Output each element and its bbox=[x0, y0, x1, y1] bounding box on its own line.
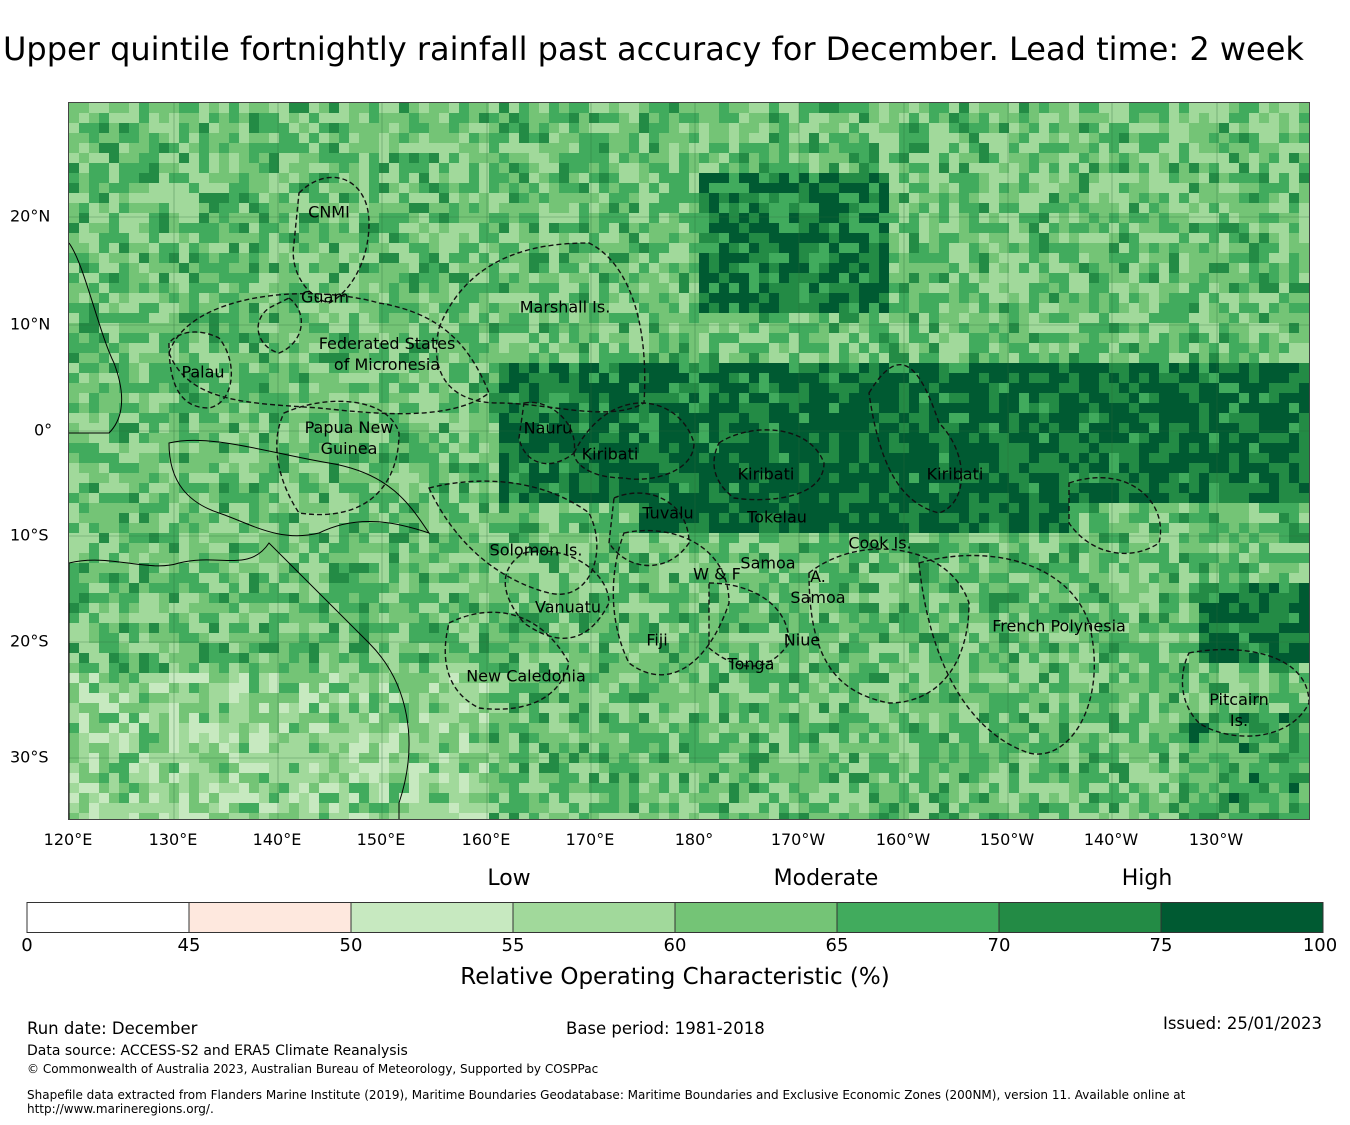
x-tick-150w: 150°W bbox=[979, 830, 1035, 849]
x-tick-130e: 130°E bbox=[148, 830, 198, 849]
x-tick-160w: 160°W bbox=[875, 830, 931, 849]
region-label-wf: W & F bbox=[693, 564, 741, 584]
x-tick-160e: 160°E bbox=[461, 830, 511, 849]
region-label-tuvalu: Tuvalu bbox=[642, 503, 694, 523]
y-tick-20n: 20°N bbox=[10, 206, 51, 226]
eez-boundary bbox=[608, 492, 690, 567]
eez-boundary bbox=[444, 611, 570, 710]
coastline bbox=[69, 542, 410, 819]
region-label-guam: Guam bbox=[301, 287, 349, 307]
colorbar-cell bbox=[674, 902, 838, 933]
region-label-kiribati-e: Kiribati bbox=[926, 464, 984, 484]
colorbar-band-moderate: Moderate bbox=[773, 866, 879, 891]
x-tick-130w: 130°W bbox=[1188, 830, 1244, 849]
region-label-newcaledonia: New Caledonia bbox=[466, 666, 586, 686]
colorbar-tick-100: 100 bbox=[1302, 935, 1338, 956]
region-label-cnmi: CNMI bbox=[308, 202, 350, 222]
x-tick-140e: 140°E bbox=[252, 830, 302, 849]
region-label-tokelau: Tokelau bbox=[747, 507, 807, 527]
colorbar-tick-65: 65 bbox=[825, 935, 849, 956]
eez-boundaries bbox=[168, 176, 1309, 755]
eez-boundary bbox=[612, 529, 730, 676]
y-tick-30s: 30°S bbox=[10, 747, 49, 767]
roc-map bbox=[68, 102, 1310, 820]
shapefile-url[interactable]: http://www.marineregions.org/. bbox=[27, 1102, 214, 1116]
eez-boundary bbox=[276, 400, 400, 516]
x-tick-150e: 150°E bbox=[356, 830, 406, 849]
region-label-marshall: Marshall Is. bbox=[519, 297, 611, 317]
eez-boundary bbox=[292, 176, 370, 304]
copyright: © Commonwealth of Australia 2023, Austra… bbox=[27, 1062, 599, 1076]
eez-boundary bbox=[713, 429, 825, 501]
y-tick-10s: 10°S bbox=[10, 525, 49, 545]
coastlines bbox=[69, 242, 431, 819]
region-label-kiribati-c: Kiribati bbox=[737, 464, 795, 484]
roc-map-canvas bbox=[69, 103, 1309, 819]
region-label-tonga: Tonga bbox=[727, 654, 775, 674]
chart-title: Upper quintile fortnightly rainfall past… bbox=[3, 30, 1304, 68]
eez-boundary bbox=[918, 554, 1095, 755]
eez-boundary bbox=[868, 363, 963, 514]
eez-boundary bbox=[573, 402, 695, 480]
roc-field bbox=[69, 103, 1309, 819]
eez-boundary bbox=[168, 292, 490, 415]
x-tick-180: 180° bbox=[674, 830, 714, 849]
y-tick-0: 0° bbox=[34, 420, 53, 440]
data-source: Data source: ACCESS-S2 and ERA5 Climate … bbox=[27, 1043, 408, 1059]
region-label-asamoa: A. Samoa bbox=[790, 567, 846, 607]
colorbar-band-low: Low bbox=[487, 866, 531, 891]
coastline bbox=[168, 439, 431, 537]
region-label-kiribati-w: Kiribati bbox=[581, 444, 639, 464]
eez-boundary bbox=[428, 480, 598, 595]
colorbar-tick-0: 0 bbox=[21, 935, 33, 956]
colorbar-cell bbox=[512, 902, 676, 933]
issued-date: Issued: 25/01/2023 bbox=[1162, 1014, 1322, 1033]
region-label-png: Papua New Guinea bbox=[304, 418, 394, 458]
colorbar-cell bbox=[188, 902, 352, 933]
eez-boundary bbox=[257, 297, 303, 354]
region-label-fiji: Fiji bbox=[646, 630, 668, 650]
x-tick-120e: 120°E bbox=[43, 830, 93, 849]
region-label-pitcairn: Pitcairn Is. bbox=[1209, 690, 1269, 730]
colorbar-tick-60: 60 bbox=[663, 935, 687, 956]
y-tick-20s: 20°S bbox=[10, 631, 49, 651]
colorbar-tick-70: 70 bbox=[987, 935, 1011, 956]
colorbar-label: Relative Operating Characteristic (%) bbox=[460, 964, 890, 990]
eez-boundary bbox=[708, 582, 790, 667]
colorbar-band-high: High bbox=[1121, 866, 1173, 891]
run-date: Run date: December bbox=[27, 1019, 198, 1038]
colorbar-tick-45: 45 bbox=[177, 935, 201, 956]
colorbar-cell bbox=[350, 902, 514, 933]
colorbar-cell bbox=[1160, 902, 1324, 933]
region-label-nauru: Nauru bbox=[523, 418, 573, 438]
region-label-fpolynesia: French Polynesia bbox=[992, 616, 1126, 636]
coastline bbox=[69, 242, 123, 434]
colorbar-cell bbox=[26, 902, 190, 933]
region-label-cook: Cook Is. bbox=[848, 533, 912, 553]
colorbar-cell bbox=[836, 902, 1000, 933]
x-tick-140w: 140°W bbox=[1083, 830, 1139, 849]
eez-boundary bbox=[1068, 477, 1162, 555]
region-label-palau: Palau bbox=[181, 362, 225, 382]
region-label-samoa: Samoa bbox=[740, 553, 796, 573]
base-period: Base period: 1981-2018 bbox=[566, 1019, 765, 1038]
colorbar-tick-50: 50 bbox=[339, 935, 363, 956]
colorbar bbox=[26, 902, 1324, 933]
colorbar-tick-75: 75 bbox=[1149, 935, 1173, 956]
region-label-fsm: Federated States of Micronesia bbox=[318, 334, 456, 374]
shapefile-credit: Shapefile data extracted from Flanders M… bbox=[27, 1088, 1186, 1102]
x-tick-170e: 170°E bbox=[565, 830, 615, 849]
region-label-vanuatu: Vanuatu bbox=[534, 597, 602, 617]
eez-boundary bbox=[808, 548, 970, 704]
eez-boundary bbox=[504, 550, 610, 639]
eez-boundary bbox=[1181, 648, 1309, 737]
region-label-niue: Niue bbox=[783, 630, 821, 650]
region-label-solomon: Solomon Is. bbox=[489, 540, 583, 560]
eez-boundary bbox=[435, 242, 646, 413]
x-tick-170w: 170°W bbox=[770, 830, 826, 849]
colorbar-cell bbox=[998, 902, 1162, 933]
y-tick-10n: 10°N bbox=[10, 314, 51, 334]
eez-boundary bbox=[168, 331, 233, 409]
colorbar-tick-55: 55 bbox=[501, 935, 525, 956]
